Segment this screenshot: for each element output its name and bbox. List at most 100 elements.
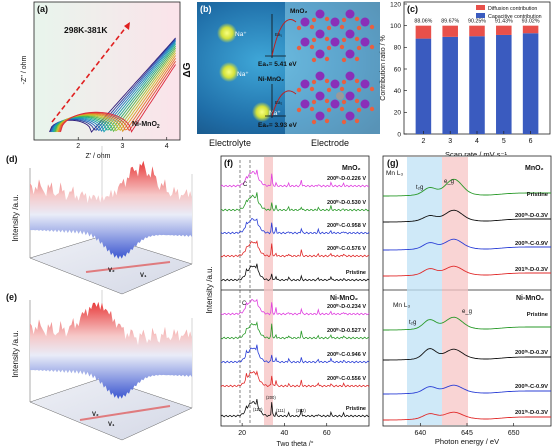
mn-atom <box>360 37 370 47</box>
o-atom <box>369 44 375 50</box>
panel-label-a: (a) <box>37 4 48 14</box>
panel-a-x-tick-label: 4 <box>165 143 169 150</box>
panel-d-v2-label: V₂ <box>108 268 115 274</box>
panel-label-b: (b) <box>200 4 212 14</box>
o-atom <box>296 107 302 113</box>
panel-g-x-tick-label: 640 <box>414 430 426 437</box>
o-atom <box>309 24 315 30</box>
ni-atom <box>336 92 344 100</box>
panel-g-top-title: MnO₂ <box>525 165 544 172</box>
diffusion-bar <box>522 25 539 34</box>
o-atom <box>354 78 360 84</box>
legend-label-capacitive: Capacitive contribution <box>488 14 542 20</box>
capacitive-bar <box>415 38 432 134</box>
panel-g-edge-label-bottom: Mn L₃ <box>393 302 410 309</box>
panel-g-x-tick-label: 650 <box>508 430 520 437</box>
xrd-trace-label: Pristine <box>346 406 366 412</box>
xrd-trace <box>220 192 370 212</box>
sodium-ion-label-2: Na⁺ <box>237 71 249 78</box>
o-atom <box>326 45 332 51</box>
panel-f-traces <box>220 169 370 418</box>
capacitive-bar <box>522 33 539 134</box>
mn-atom <box>300 79 310 89</box>
panel-f-bottom-title: Ni-MnO₂ <box>330 295 358 302</box>
panel-label-f: (f) <box>224 158 233 168</box>
mno2-label: MnO₂ <box>290 8 307 15</box>
xrd-trace-label: 200ᵗʰ-C-0.946 V <box>327 351 366 358</box>
o-atom <box>354 16 360 22</box>
panel-c-x-tick-label: 3 <box>448 138 452 145</box>
capacitive-bar <box>442 36 458 134</box>
panel-c-x-axis-title: Scan rate / mV s⁻¹ <box>445 150 507 159</box>
mn-atom <box>315 29 325 39</box>
panel-g-eg-band <box>442 157 468 425</box>
o-atom <box>341 119 347 125</box>
sample-label-main: Ni-MnO <box>132 121 157 128</box>
panel-f-trace-labels: 200ᵗʰ-D-0.226 V 200ᵗʰ-D-0.530 V 200ᵗʰ-C-0.… <box>327 175 366 412</box>
panel-e-v2-label: V₂ <box>92 412 99 418</box>
o-atom <box>296 25 302 31</box>
panel-c-y-tick-label: 20 <box>394 110 402 117</box>
bar-value-label: 89.67% <box>441 19 459 25</box>
mn-atom <box>300 17 310 27</box>
mn-atom <box>345 9 355 19</box>
panel-f-x-tick-label: 40 <box>281 430 289 437</box>
mn-atom <box>330 99 340 109</box>
mn-atom <box>315 71 325 81</box>
o-atom <box>311 17 317 23</box>
xrd-trace-label: 200ᵗʰ-D-0.527 V <box>327 327 366 334</box>
panel-g-t2g-band <box>407 157 442 425</box>
panel-f-c-label-bottom: C <box>242 301 247 307</box>
xrd-trace-label: Pristine <box>346 270 366 276</box>
sodium-ion-2 <box>219 62 239 82</box>
panel-g-t2g-label-bottom: t₂g <box>409 320 416 326</box>
panel-f-y-axis-title: Intensity /a.u. <box>205 266 214 314</box>
panel-f-miller-110: (110) <box>253 407 263 412</box>
o-atom <box>341 57 347 63</box>
mn-atom <box>345 91 355 101</box>
xrd-trace <box>220 344 370 364</box>
xas-trace <box>383 348 551 361</box>
sodium-ion-label-1: Na⁺ <box>235 31 247 38</box>
panel-c-x-ticks: 2 3 4 5 6 <box>421 131 533 145</box>
xas-trace-label: 200ᵗʰ-C-0.9V <box>515 383 548 390</box>
xrd-trace-label: 200ᵗʰ-C-0.576 V <box>327 245 366 252</box>
panel-g-x-tick-label: 645 <box>461 430 473 437</box>
panel-f-miller-200: (200) <box>266 395 276 400</box>
xas-trace-label: 200ᵗʰ-D-0.3V <box>515 349 548 356</box>
o-atom <box>369 106 375 112</box>
panel-label-g: (g) <box>387 158 399 168</box>
mn-atom <box>315 111 325 121</box>
bar-value-label: 91.43% <box>495 19 513 25</box>
panel-c-y-tick-label: 0 <box>397 131 401 138</box>
xas-trace <box>383 238 551 251</box>
o-atom <box>341 37 347 43</box>
legend-label-diffusion: Diffusion contribution <box>488 6 537 12</box>
xas-trace-label: 201ᵗʰ-D-0.3V <box>515 409 548 416</box>
panel-f-highlight-band <box>264 157 273 425</box>
panel-f-x-tick-label: 60 <box>323 430 331 437</box>
o-atom <box>354 36 360 42</box>
electrolyte-label: Electrolyte <box>209 138 251 148</box>
xas-trace <box>383 178 551 197</box>
mn-atom <box>345 111 355 121</box>
legend-swatch-capacitive <box>476 13 485 18</box>
panel-d-v1-label: V₁ <box>140 273 147 279</box>
panel-label-c: (c) <box>407 4 418 14</box>
mn-atom <box>330 17 340 27</box>
o-atom <box>324 56 330 62</box>
o-atom <box>369 24 375 30</box>
mno2-energy-barrier <box>271 19 297 57</box>
xrd-trace <box>220 320 370 340</box>
diffusion-bar <box>442 25 458 37</box>
o-atom <box>341 17 347 23</box>
panel-f-c-label-top: C <box>243 182 248 188</box>
o-atom <box>324 36 330 42</box>
sample-label-sub: 2 <box>157 124 160 130</box>
bar-value-label: 90.25% <box>468 19 486 25</box>
panel-e-surface <box>30 301 192 399</box>
panel-e-v1-label: V₁ <box>108 422 115 428</box>
o-atom <box>311 37 317 43</box>
panel-c-y-tick-label: 40 <box>394 88 402 95</box>
panel-f-miller-111: (111) <box>276 408 286 413</box>
